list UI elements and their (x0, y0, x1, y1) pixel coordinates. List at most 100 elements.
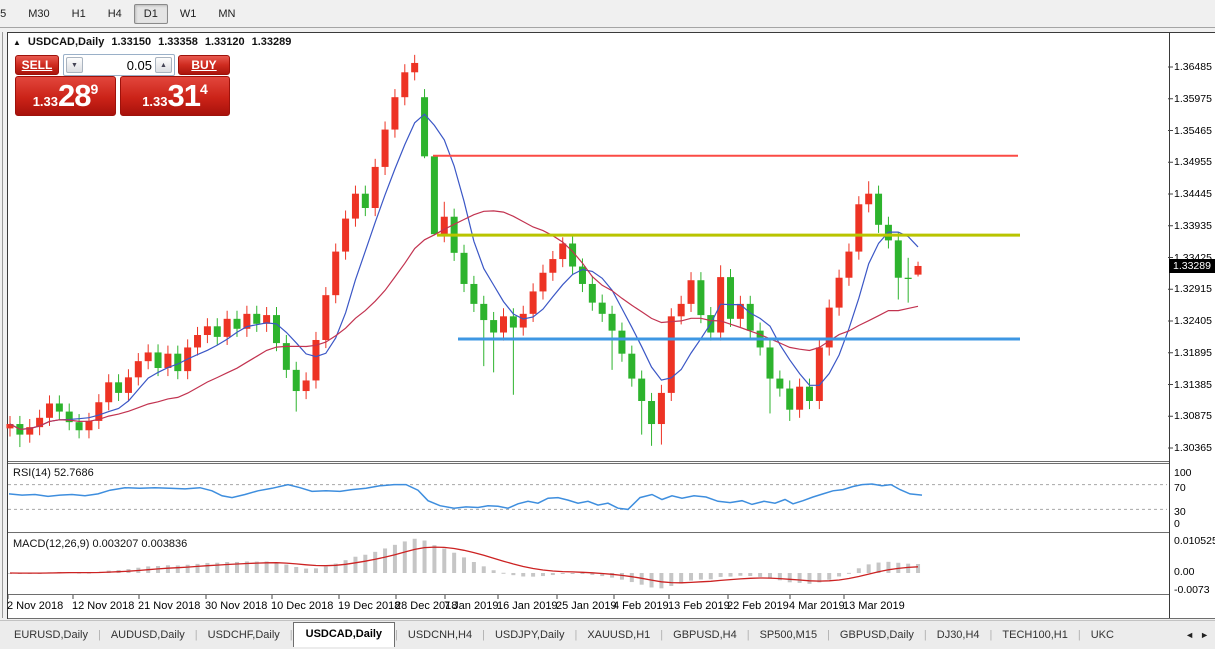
window-left-edge (2, 32, 3, 618)
splitter-main-rsi-2 (8, 463, 1215, 464)
tab-separator: | (660, 629, 664, 641)
tab-separator: | (574, 629, 578, 641)
sell-price-display[interactable]: 1.33 28 9 (15, 76, 116, 116)
price-axis[interactable] (1169, 33, 1215, 618)
date-label: 19 Dec 2018 (338, 600, 401, 612)
splitter-highlight-2 (8, 533, 1215, 534)
scroll-left-icon[interactable]: ◄ (1185, 630, 1195, 640)
price-label: 1.32915 (1174, 283, 1212, 296)
ohlc-low: 1.33120 (204, 36, 245, 48)
date-label: 10 Dec 2018 (271, 600, 334, 612)
ohlc-close: 1.33289 (251, 36, 292, 48)
buy-price-prefix: 1.33 (142, 93, 168, 109)
date-label: 28 Dec 2018 (395, 600, 458, 612)
tab-separator: | (395, 629, 398, 641)
buy-price-display[interactable]: 1.33 31 4 (120, 76, 230, 116)
buy-button[interactable]: BUY (178, 55, 230, 75)
tab-ukc[interactable]: UKC (1090, 629, 1114, 641)
buy-price-pip: 4 (200, 81, 208, 97)
volume-value[interactable]: 0.05 (126, 58, 152, 73)
tab-dj30-h4[interactable]: DJ30,H4 (936, 629, 980, 641)
buy-price-big: 31 (167, 78, 201, 113)
tab-separator: | (746, 629, 750, 641)
price-label: 1.31895 (1174, 346, 1212, 359)
tab-separator: | (989, 629, 993, 641)
volume-increase-icon[interactable]: ▲ (155, 57, 172, 73)
tab-gbpusd-daily[interactable]: GBPUSD,Daily (839, 629, 914, 641)
current-price-tag: 1.33289 (1169, 258, 1215, 273)
chart-info-line: ▲ USDCAD,Daily 1.33150 1.33358 1.33120 1… (13, 36, 291, 48)
tab-audusd-daily[interactable]: AUDUSD,Daily (110, 629, 185, 641)
indicator-axis-label: 30 (1174, 506, 1186, 518)
splitter-rsi-macd[interactable] (8, 532, 1215, 533)
indicator-axis-label: 0 (1174, 518, 1180, 530)
price-label: 1.30365 (1174, 442, 1212, 454)
date-label: 16 Jan 2019 (497, 600, 558, 612)
price-label: 1.32405 (1174, 315, 1212, 327)
window-bottom-edge (8, 618, 1215, 619)
tab-separator: | (827, 629, 830, 641)
indicator-axis-label: 70 (1174, 482, 1186, 494)
price-label: 1.35975 (1174, 92, 1212, 105)
timeframe-button-15[interactable]: 15 (0, 7, 7, 20)
scroll-right-icon[interactable]: ► (1200, 630, 1209, 640)
price-label: 1.34955 (1174, 156, 1212, 169)
tab-usdcnh-h4[interactable]: USDCNH,H4 (407, 629, 473, 641)
tab-gbpusd-h4[interactable]: GBPUSD,H4 (673, 629, 737, 641)
chart-tab-bar: EURUSD,Daily | AUDUSD,Daily | USDCHF,Daily | U… (0, 620, 1215, 649)
timeframe-button-m30[interactable]: M30 (28, 7, 50, 20)
timeframe-button-w1[interactable]: W1 (179, 7, 197, 20)
date-label: 13 Feb 2019 (668, 600, 730, 612)
tab-usdjpy-daily[interactable]: USDJPY,Daily (494, 629, 565, 641)
indicator-axis-label: 0.00 (1174, 566, 1195, 578)
tab-separator: | (97, 629, 101, 641)
ohlc-open: 1.33150 (111, 36, 152, 48)
tab-sp500-m15[interactable]: SP500,M15 (759, 629, 818, 641)
volume-decrease-icon[interactable]: ▼ (66, 57, 83, 73)
indicator-axis-label: 100 (1174, 467, 1192, 479)
price-label: 1.33935 (1174, 219, 1212, 232)
tab-usdchf-daily[interactable]: USDCHF,Daily (207, 629, 280, 641)
macd-label: MACD(12,26,9) 0.003207 0.003836 (13, 538, 188, 550)
date-label: 12 Nov 2018 (72, 600, 135, 612)
splitter-main-rsi[interactable] (8, 461, 1215, 462)
rsi-label: RSI(14) 52.7686 (13, 467, 94, 479)
tab-separator: | (923, 629, 927, 641)
tab-eurusd-daily[interactable]: EURUSD,Daily (14, 629, 88, 641)
timeframe-button-h1[interactable]: H1 (71, 7, 86, 20)
tab-xauusd-h1[interactable]: XAUUSD,H1 (587, 629, 651, 641)
date-label: 25 Jan 2019 (556, 600, 617, 612)
indicator-axis-label: 0.010525 (1174, 535, 1215, 547)
sell-button[interactable]: SELL (15, 55, 59, 75)
rsi-indicator-area[interactable] (8, 464, 1168, 532)
date-label: 21 Nov 2018 (138, 600, 201, 612)
timeframe-button-d1[interactable]: D1 (133, 3, 168, 24)
date-label: 4 Feb 2019 (613, 600, 669, 612)
date-label: 30 Nov 2018 (205, 600, 268, 612)
date-label: 7 Jan 2019 (444, 600, 499, 612)
indicator-axis-label: -0.0073 (1174, 584, 1210, 596)
ohlc-high: 1.33358 (158, 36, 198, 48)
tab-separator: | (1077, 629, 1081, 641)
sell-price-pip: 9 (90, 81, 99, 97)
tab-usdcad-daily[interactable]: USDCAD,Daily (292, 621, 396, 647)
splitter-highlight-1 (8, 462, 1215, 463)
collapse-panel-icon[interactable]: ▲ (13, 37, 21, 47)
splitter-macd-dates (8, 594, 1215, 595)
date-axis[interactable] (8, 595, 1168, 618)
timeframe-button-h4[interactable]: H4 (107, 7, 122, 20)
volume-spinner[interactable]: ▼ 0.05 ▲ (63, 54, 175, 76)
tab-scroll-buttons: ◄ ► (1185, 630, 1215, 640)
tab-tech100-h1[interactable]: TECH100,H1 (1002, 629, 1068, 641)
timeframe-button-mn[interactable]: MN (218, 7, 236, 20)
price-label: 1.36485 (1174, 61, 1212, 73)
date-label: 2 Nov 2018 (7, 600, 64, 612)
symbol-title: USDCAD,Daily (27, 36, 105, 48)
date-label: 4 Mar 2019 (789, 600, 845, 612)
price-label: 1.31385 (1174, 378, 1212, 391)
timeframe-toolbar: 15 M30 H1 H4 D1 W1 MN (0, 0, 1215, 28)
sell-price-prefix: 1.33 (32, 93, 59, 109)
one-click-trading-panel: SELL ▼ 0.05 ▲ BUY 1.33 28 9 1.33 31 4 (15, 54, 230, 116)
date-label: 13 Mar 2019 (843, 600, 905, 612)
